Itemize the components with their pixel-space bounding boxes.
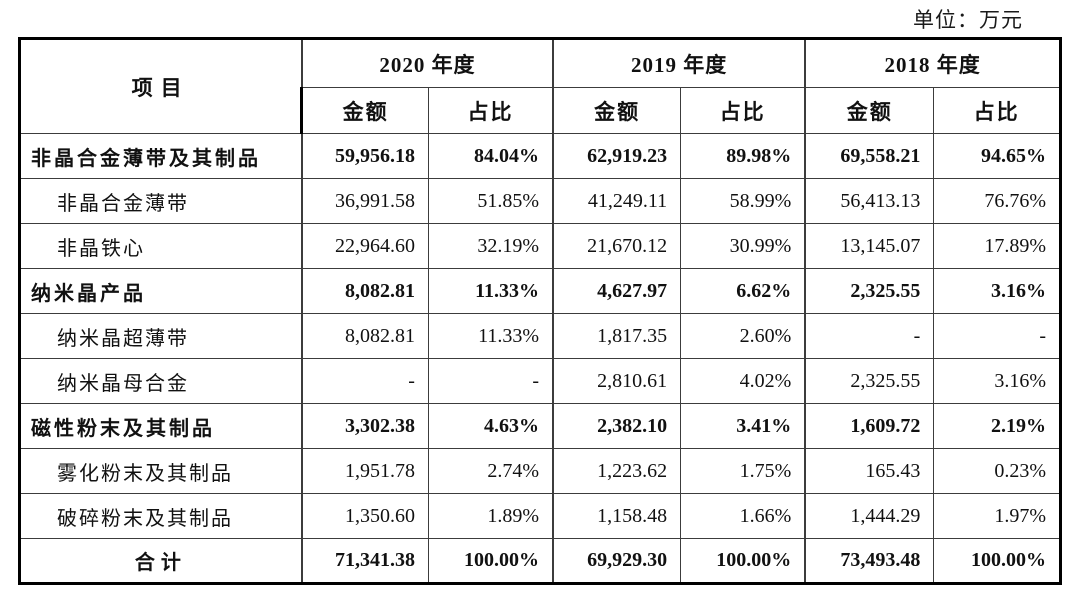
row-item-name: 纳米晶产品	[17, 268, 303, 314]
amount-cell: 1,951.78	[300, 448, 429, 494]
ratio-cell: 3.41%	[680, 403, 806, 449]
amount-cell: 1,350.60	[300, 493, 429, 539]
amount-cell: 2,325.55	[804, 268, 935, 314]
amount-cell: 13,145.07	[804, 223, 935, 269]
table-row-sub: 雾化粉末及其制品 1,951.78 2.74% 1,223.62 1.75% 165.43…	[17, 448, 1062, 494]
amount-cell: 69,558.21	[804, 133, 935, 179]
ratio-cell: 1.75%	[680, 448, 806, 494]
ratio-cell: 84.04%	[427, 133, 554, 179]
ratio-cell: 2.74%	[427, 448, 554, 494]
amount-cell: 21,670.12	[552, 223, 682, 269]
amount-cell: 56,413.13	[804, 178, 935, 224]
ratio-cell: 1.89%	[427, 493, 554, 539]
amount-cell: 2,325.55	[804, 358, 935, 404]
ratio-cell: 100.00%	[680, 538, 806, 585]
ratio-cell: 11.33%	[427, 268, 554, 314]
ratio-cell: 11.33%	[427, 313, 554, 359]
amount-cell: 1,609.72	[804, 403, 935, 449]
ratio-cell: 2.60%	[680, 313, 806, 359]
ratio-cell: 6.62%	[680, 268, 806, 314]
row-item-name: 纳米晶超薄带	[17, 313, 303, 359]
row-item-name: 破碎粉末及其制品	[17, 493, 303, 539]
table-body: 非晶合金薄带及其制品 59,956.18 84.04% 62,919.23 89.98%…	[17, 133, 1062, 585]
amount-cell: 8,082.81	[300, 268, 429, 314]
amount-cell: 73,493.48	[804, 538, 935, 585]
column-header-year-2018: 2018 年度	[804, 37, 1063, 88]
ratio-cell: 100.00%	[933, 538, 1062, 585]
unit-label: 单位：万元	[913, 8, 1023, 32]
ratio-cell: 100.00%	[427, 538, 554, 585]
column-header-item: 项目	[17, 37, 303, 134]
ratio-cell: 89.98%	[680, 133, 806, 179]
table-row-category: 纳米晶产品 8,082.81 11.33% 4,627.97 6.62% 2,325.55…	[17, 268, 1062, 314]
table-row-sub: 纳米晶母合金 - -2,810.61 4.02% 2,325.55 3.16%	[17, 358, 1062, 404]
row-item-name: 非晶铁心	[17, 223, 303, 269]
amount-cell: 165.43	[804, 448, 935, 494]
column-header-amount-2020: 金额	[300, 87, 429, 134]
table-row-sub: 破碎粉末及其制品 1,350.60 1.89% 1,158.48 1.66% 1,444.…	[17, 493, 1062, 539]
table-row-sub: 纳米晶超薄带 8,082.81 11.33% 1,817.35 2.60% - -	[17, 313, 1062, 359]
ratio-cell: 76.76%	[933, 178, 1062, 224]
amount-cell: 69,929.30	[552, 538, 682, 585]
ratio-cell: 0.23%	[933, 448, 1062, 494]
amount-cell: 59,956.18	[300, 133, 429, 179]
amount-cell: -	[804, 313, 935, 359]
column-header-ratio-2019: 占比	[680, 87, 806, 134]
table-row-total: 合计 71,341.38 100.00% 69,929.30 100.00% 73,493…	[17, 538, 1062, 585]
column-header-ratio-2020: 占比	[427, 87, 554, 134]
ratio-cell: 32.19%	[427, 223, 554, 269]
ratio-cell: 1.66%	[680, 493, 806, 539]
amount-cell: 1,817.35	[552, 313, 682, 359]
revenue-breakdown-table: 项目 2020 年度 2019 年度 2018 年度 金额 占比 金额 占比 金…	[17, 37, 1063, 585]
year-header-row: 项目 2020 年度 2019 年度 2018 年度	[17, 37, 1063, 134]
ratio-cell: 4.63%	[427, 403, 554, 449]
amount-cell: 22,964.60	[300, 223, 429, 269]
amount-cell: 41,249.11	[552, 178, 682, 224]
ratio-cell: -	[427, 358, 554, 404]
column-header-amount-2019: 金额	[552, 87, 682, 134]
row-item-name: 雾化粉末及其制品	[17, 448, 303, 494]
ratio-cell: 94.65%	[933, 133, 1062, 179]
ratio-cell: 58.99%	[680, 178, 806, 224]
row-item-name: 合计	[17, 538, 303, 585]
amount-cell: 1,444.29	[804, 493, 935, 539]
table-row-category: 非晶合金薄带及其制品 59,956.18 84.04% 62,919.23 89.98%…	[17, 133, 1062, 179]
ratio-cell: 51.85%	[427, 178, 554, 224]
row-item-name: 非晶合金薄带及其制品	[17, 133, 303, 179]
ratio-cell: 30.99%	[680, 223, 806, 269]
row-item-name: 纳米晶母合金	[17, 358, 303, 404]
ratio-cell: 17.89%	[933, 223, 1062, 269]
column-header-year-2019: 2019 年度	[552, 37, 806, 88]
ratio-cell: 3.16%	[933, 358, 1062, 404]
amount-cell: 1,158.48	[552, 493, 682, 539]
amount-cell: 4,627.97	[552, 268, 682, 314]
amount-cell: 1,223.62	[552, 448, 682, 494]
row-item-name: 非晶合金薄带	[17, 178, 303, 224]
ratio-cell: 1.97%	[933, 493, 1062, 539]
column-header-year-2020: 2020 年度	[300, 37, 554, 88]
amount-cell: 62,919.23	[552, 133, 682, 179]
ratio-cell: 2.19%	[933, 403, 1062, 449]
table-row-sub: 非晶合金薄带 36,991.58 51.85% 41,249.11 58.99% 56,4…	[17, 178, 1062, 224]
column-header-ratio-2018: 占比	[933, 87, 1062, 134]
ratio-cell: 3.16%	[933, 268, 1062, 314]
row-item-name: 磁性粉末及其制品	[17, 403, 303, 449]
amount-cell: 71,341.38	[300, 538, 429, 585]
ratio-cell: -	[933, 313, 1062, 359]
amount-cell: 2,382.10	[552, 403, 682, 449]
table-header: 项目 2020 年度 2019 年度 2018 年度 金额 占比 金额 占比 金…	[17, 37, 1063, 134]
amount-cell: 8,082.81	[300, 313, 429, 359]
amount-cell: 36,991.58	[300, 178, 429, 224]
column-header-amount-2018: 金额	[804, 87, 935, 134]
amount-cell: 2,810.61	[552, 358, 682, 404]
table-row-sub: 非晶铁心 22,964.60 32.19% 21,670.12 30.99% 13,145…	[17, 223, 1062, 269]
amount-cell: 3,302.38	[300, 403, 429, 449]
table-row-category: 磁性粉末及其制品 3,302.38 4.63% 2,382.10 3.41% 1,609.…	[17, 403, 1062, 449]
amount-cell: -	[300, 358, 429, 404]
ratio-cell: 4.02%	[680, 358, 806, 404]
